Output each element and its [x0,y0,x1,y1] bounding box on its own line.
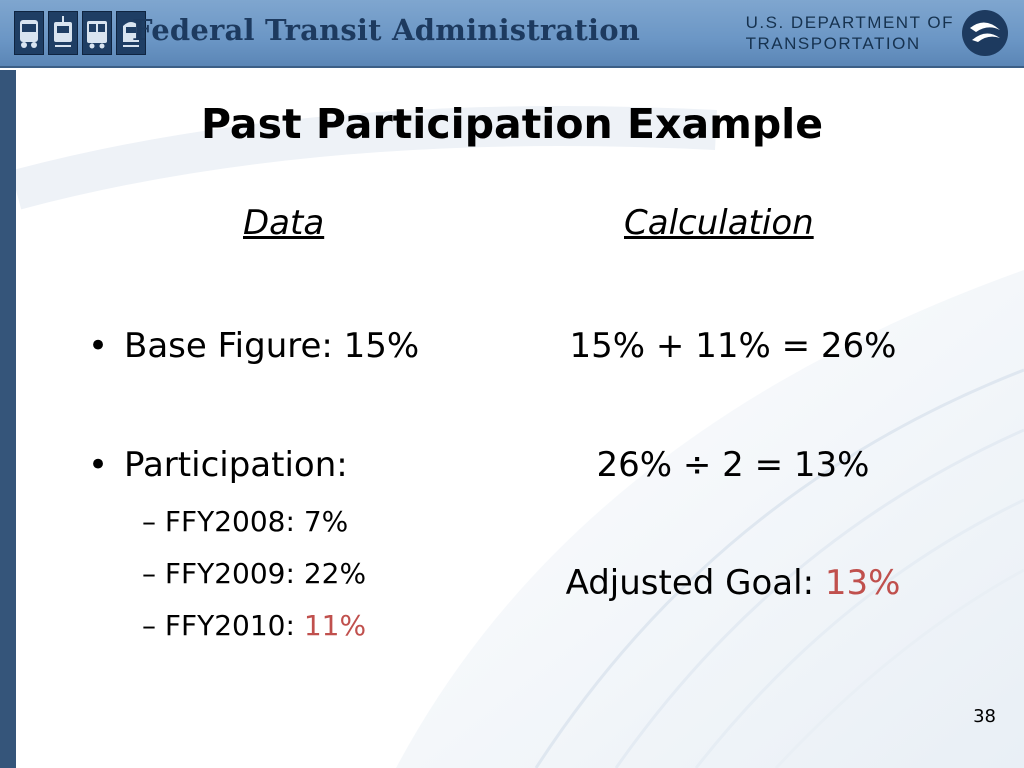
sub-item-ffy2009: – FFY2009: 22% [142,557,366,590]
bullet-text: Participation: [124,445,348,485]
dot-logo-icon [962,10,1008,56]
slide-title: Past Participation Example [200,100,824,148]
dash-marker: – [142,505,156,538]
adjusted-goal-value: 13% [824,563,901,603]
calc-average: 26% ÷ 2 = 13% [596,445,870,485]
bullet-participation: • Participation: [88,445,348,485]
left-accent-bar [0,70,16,768]
data-heading: Data [243,203,325,243]
train-icon [116,11,146,55]
bus-icon [14,11,44,55]
page-number: 38 [973,706,996,727]
sub-item-ffy2010: – FFY2010: 11% [142,609,366,642]
header-band: Federal Transit Administration U.S. DEPA… [0,0,1024,68]
bullet-marker: • [88,326,109,366]
streetcar-icon [82,11,112,55]
rail-car-icon [48,11,78,55]
dot-wordmark: U.S. DEPARTMENT OF TRANSPORTATION [746,12,954,54]
adjusted-goal-label: Adjusted Goal: [565,563,825,603]
agency-title: Federal Transit Administration [132,13,641,47]
adjusted-goal: Adjusted Goal: 13% [533,563,933,603]
bullet-base-figure: • Base Figure: 15% [88,326,419,366]
bullet-text: Base Figure: 15% [124,326,420,366]
bullet-marker: • [88,445,109,485]
sub-value: 22% [303,557,367,590]
sub-label: FFY2009: [164,557,304,590]
background-swoosh [16,106,1024,768]
sub-label: FFY2008: [164,505,304,538]
dash-marker: – [142,557,156,590]
dot-line-2: TRANSPORTATION [745,34,921,53]
dot-line-1: U.S. DEPARTMENT OF [745,13,954,32]
calc-sum: 15% + 11% = 26% [569,326,897,366]
calculation-heading: Calculation [624,203,814,243]
transit-icons [14,11,146,55]
sub-label: FFY2010: [164,609,304,642]
sub-value: 7% [303,505,349,538]
dash-marker: – [142,609,156,642]
sub-value-highlight: 11% [303,609,367,642]
sub-item-ffy2008: – FFY2008: 7% [142,505,348,538]
